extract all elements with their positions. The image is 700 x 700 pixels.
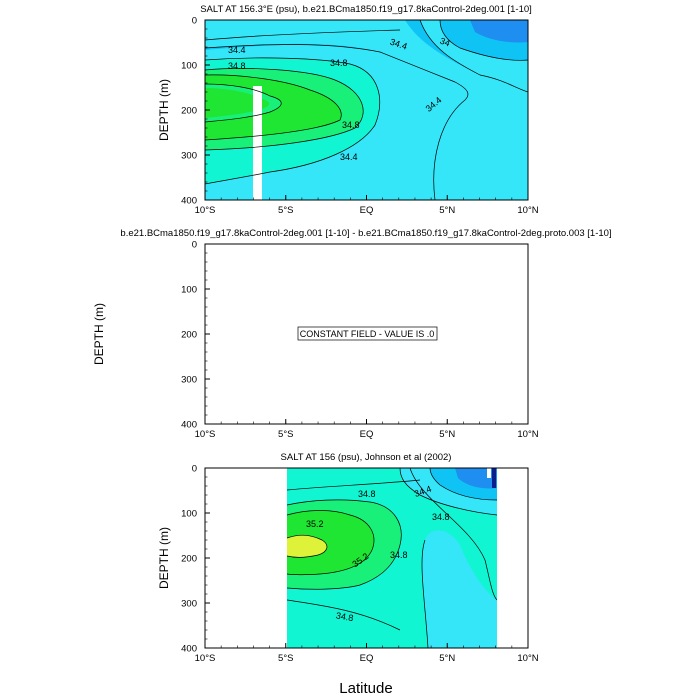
panel-1-contour-lines: [205, 20, 528, 200]
p3-clabel: 34.8: [390, 550, 408, 560]
x-tick-label: EQ: [360, 429, 374, 440]
panel-2: b.e21.BCma1850.f19_g17.8kaControl-2deg.0…: [92, 228, 612, 440]
y-tick-label: 300: [181, 599, 197, 610]
panel-3: 34.8 34.4 35.2 34.8 35.2 34.8 34.8 SALT …: [157, 452, 539, 697]
y-tick-label: 400: [181, 420, 197, 431]
y-tick-label: 200: [181, 554, 197, 565]
constant-field-box: [297, 326, 438, 341]
x-tick-label: EQ: [360, 653, 374, 664]
panel-1-title: SALT AT 156.3°E (psu), b.e21.BCma1850.f1…: [200, 4, 532, 15]
panel-3-xlabel: Latitude: [339, 680, 392, 697]
y-tick-label: 100: [181, 285, 197, 296]
panel-2-ticks: 10°S 5°S EQ 5°N 10°N 0 100 200 300 400: [181, 240, 539, 441]
panel-3-ticks: 10°S 5°S EQ 5°N 10°N 0 100 200 300 400: [181, 464, 539, 665]
x-tick-label: 5°N: [439, 429, 455, 440]
panel-3-contour-lines: [287, 468, 497, 648]
panel-2-title: b.e21.BCma1850.f19_g17.8kaControl-2deg.0…: [120, 228, 611, 239]
x-tick-label: 5°N: [439, 653, 455, 664]
x-tick-label: 10°N: [517, 429, 538, 440]
x-tick-label: 10°N: [517, 205, 538, 216]
y-tick-label: 0: [192, 16, 197, 27]
p1-clabel: 34.4: [340, 152, 358, 162]
x-tick-label: 10°S: [195, 429, 216, 440]
x-tick-label: 5°S: [278, 205, 293, 216]
x-tick-label: 10°N: [517, 653, 538, 664]
y-tick-label: 400: [181, 196, 197, 207]
x-tick-label: EQ: [360, 205, 374, 216]
p1-clabel: 34.8: [228, 61, 246, 71]
panel-1-ticks: 10°S 5°S EQ 5°N 10°N 0 100 200 300 400: [181, 16, 539, 217]
panel-3-title: SALT AT 156 (psu), Johnson et al (2002): [281, 452, 452, 463]
p3-clabel: 34.8: [358, 489, 376, 499]
panel-1: 34.4 34.4 34 34.8 34.8 34.8 34.4 34.4 SA…: [157, 4, 539, 216]
x-tick-label: 5°S: [278, 653, 293, 664]
x-tick-label: 10°S: [195, 653, 216, 664]
panel-3-contour-fill: [287, 468, 497, 648]
panel-2-ylabel: DEPTH (m): [92, 303, 106, 365]
y-tick-label: 300: [181, 375, 197, 386]
p3-clabel: 34.8: [335, 610, 354, 623]
p3-clabel: 34.8: [432, 512, 450, 522]
y-tick-label: 100: [181, 61, 197, 72]
p1-clabel: 34: [439, 36, 452, 49]
y-tick-label: 400: [181, 644, 197, 655]
y-tick-label: 200: [181, 106, 197, 117]
panel-1-ylabel: DEPTH (m): [157, 79, 171, 141]
y-tick-label: 0: [192, 240, 197, 251]
p1-clabel: 34.8: [342, 120, 360, 130]
p1-clabel: 34.4: [228, 45, 246, 55]
y-tick-label: 200: [181, 330, 197, 341]
x-tick-label: 10°S: [195, 205, 216, 216]
y-tick-label: 300: [181, 151, 197, 162]
p1-clabel: 34.8: [330, 58, 348, 68]
x-tick-label: 5°N: [439, 205, 455, 216]
p3-clabel: 35.2: [306, 519, 324, 529]
panel-1-contour-fill: [205, 20, 528, 200]
constant-field-message: CONSTANT FIELD - VALUE IS .0: [300, 329, 435, 339]
x-tick-label: 5°S: [278, 429, 293, 440]
panel-3-ylabel: DEPTH (m): [157, 527, 171, 589]
y-tick-label: 100: [181, 509, 197, 520]
y-tick-label: 0: [192, 464, 197, 475]
